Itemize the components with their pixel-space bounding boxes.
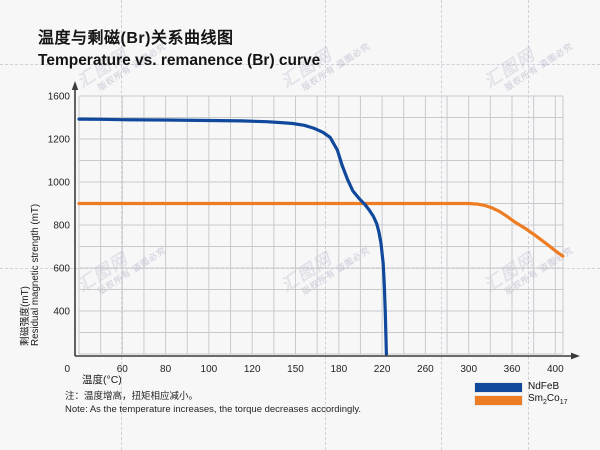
y-axis-title-cn: 剩磁强度(mT) [20,286,31,346]
x-axis-title: 温度(°C) [82,374,122,386]
watermark-dashed-line [0,64,600,65]
y-tick-label: 400 [53,307,70,318]
title-block: 温度与剩磁(Br)关系曲线图 Temperature vs. remanence… [38,24,320,70]
note-cn: 注：温度增高，扭矩相应减小。 [65,391,199,402]
x-tick-label: 100 [201,364,218,375]
y-axis-title-en: Residual magnetic strength (mT) [30,203,41,346]
y-axis-arrow-icon [71,81,79,90]
x-axis-arrow-icon [571,352,580,360]
y-tick-label: 800 [53,221,70,232]
note-en: Note: As the temperature increases, the … [65,403,362,415]
chart-title-cn: 温度与剩磁(Br)关系曲线图 [38,30,234,47]
x-tick-label: 80 [160,364,172,375]
legend-label-ndfeb: NdFeB [528,381,560,392]
x-tick-label: 360 [504,364,521,375]
sm2co17-curve [77,201,565,258]
y-tick-label: 600 [53,264,70,275]
x-tick-label: 220 [374,364,391,375]
legend-label-sm2co17: Sm2Co17 [528,392,568,406]
note-block: 注：温度增高，扭矩相应减小。 Note: As the temperature … [65,391,361,416]
y-tick-label: 1600 [48,92,71,103]
x-tick-label: 150 [287,364,304,375]
x-tick-label: 120 [244,364,261,375]
x-tick-label: 260 [417,364,434,375]
x-tick-label: 180 [330,364,347,375]
legend-item-sm2co17: Sm2Co17 [475,392,568,406]
legend-item-ndfeb: NdFeB [475,382,568,392]
y-tick-label: 1000 [48,178,71,189]
x-tick-label: 60 [117,364,129,375]
origin-tick-label: 0 [64,364,70,375]
x-tick-label: 400 [547,364,564,375]
legend: NdFeB Sm2Co17 [475,382,568,409]
sm2co17-color-swatch [475,396,522,405]
y-tick-label: 1200 [48,135,71,146]
ndfeb-color-swatch [475,382,522,392]
ndfeb-curve [77,117,388,356]
x-tick-label: 300 [460,364,477,375]
chart-title-en: Temperature vs. remanence (Br) curve [38,52,321,69]
